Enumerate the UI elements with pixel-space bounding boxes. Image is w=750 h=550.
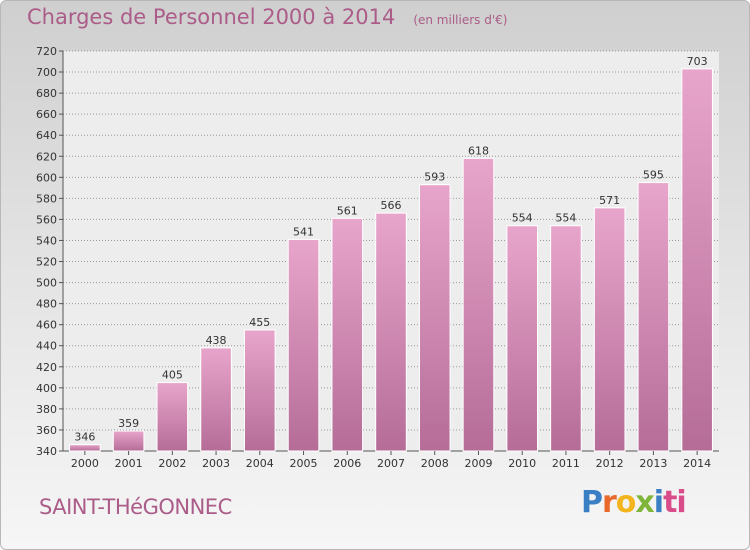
bar-value-label: 571 bbox=[599, 194, 620, 207]
y-tick-label: 340 bbox=[36, 445, 57, 458]
x-tick-label: 2014 bbox=[683, 457, 711, 470]
bar-value-label: 554 bbox=[512, 212, 533, 225]
y-tick-label: 620 bbox=[36, 150, 57, 163]
logo-letter: ti bbox=[663, 485, 687, 520]
bar-value-label: 438 bbox=[206, 334, 227, 347]
bar-value-label: 346 bbox=[74, 431, 95, 444]
y-tick-label: 560 bbox=[36, 213, 57, 226]
x-tick-label: 2004 bbox=[246, 457, 274, 470]
x-tick-label: 2000 bbox=[71, 457, 99, 470]
bar bbox=[550, 225, 582, 452]
y-tick-label: 540 bbox=[36, 234, 57, 247]
x-tick-label: 2008 bbox=[421, 457, 449, 470]
chart-title-text: Charges de Personnel 2000 à 2014 bbox=[27, 5, 396, 29]
x-tick-label: 2012 bbox=[596, 457, 624, 470]
y-tick-label: 720 bbox=[36, 45, 57, 58]
y-tick-label: 640 bbox=[36, 129, 57, 142]
bar bbox=[462, 157, 495, 452]
logo-letter: x bbox=[635, 485, 654, 520]
bar bbox=[375, 212, 407, 452]
y-tick-label: 360 bbox=[36, 424, 57, 437]
bar bbox=[69, 444, 101, 452]
x-tick-label: 2009 bbox=[464, 457, 492, 470]
x-tick-label: 2007 bbox=[377, 457, 405, 470]
y-tick-label: 500 bbox=[36, 277, 57, 290]
logo-letter: P bbox=[581, 485, 603, 520]
bar-value-label: 593 bbox=[424, 171, 445, 184]
y-tick-label: 520 bbox=[36, 256, 57, 269]
x-tick-label: 2001 bbox=[115, 457, 143, 470]
chart-subtitle: (en milliers d'€) bbox=[413, 13, 508, 27]
commune-name: SAINT-THéGONNEC bbox=[39, 495, 232, 519]
y-tick-label: 460 bbox=[36, 319, 57, 332]
x-tick-label: 2013 bbox=[639, 457, 667, 470]
bar bbox=[418, 184, 451, 452]
x-tick-label: 2002 bbox=[158, 457, 186, 470]
bar bbox=[681, 68, 713, 452]
x-tick-label: 2010 bbox=[508, 457, 536, 470]
bar-value-label: 554 bbox=[555, 212, 576, 225]
y-tick-label: 700 bbox=[36, 66, 57, 79]
logo-letter: o bbox=[615, 485, 637, 520]
x-tick-label: 2006 bbox=[333, 457, 361, 470]
bar-value-label: 561 bbox=[337, 204, 358, 217]
proxiti-logo: Proxiti bbox=[581, 485, 687, 520]
bar bbox=[156, 382, 189, 452]
bar-value-label: 541 bbox=[293, 225, 314, 238]
x-tick-label: 2011 bbox=[552, 457, 580, 470]
bar bbox=[243, 329, 276, 452]
bar bbox=[112, 430, 145, 452]
bar-value-label: 359 bbox=[118, 417, 139, 430]
y-tick-label: 400 bbox=[36, 382, 57, 395]
bar bbox=[331, 217, 364, 452]
bar bbox=[506, 225, 539, 452]
y-tick-label: 580 bbox=[36, 192, 57, 205]
logo-letter: i bbox=[653, 485, 664, 520]
y-tick-label: 380 bbox=[36, 403, 57, 416]
y-tick-label: 680 bbox=[36, 87, 57, 100]
bar-value-label: 455 bbox=[249, 316, 270, 329]
bar-value-label: 566 bbox=[381, 199, 402, 212]
chart-title: Charges de Personnel 2000 à 2014 (en mill… bbox=[27, 5, 507, 29]
bar bbox=[287, 238, 320, 452]
bar bbox=[637, 182, 670, 452]
bar bbox=[593, 207, 626, 452]
y-tick-label: 440 bbox=[36, 340, 57, 353]
logo-letter: r bbox=[602, 485, 617, 520]
x-tick-label: 2003 bbox=[202, 457, 230, 470]
x-tick-label: 2005 bbox=[290, 457, 318, 470]
y-tick-label: 600 bbox=[36, 171, 57, 184]
bar-value-label: 405 bbox=[162, 369, 183, 382]
bar bbox=[200, 347, 232, 452]
bar-value-label: 595 bbox=[643, 169, 664, 182]
y-tick-label: 660 bbox=[36, 108, 57, 121]
bar-value-label: 703 bbox=[687, 55, 708, 68]
y-tick-label: 420 bbox=[36, 361, 57, 374]
bar-value-label: 618 bbox=[468, 144, 489, 157]
y-tick-label: 480 bbox=[36, 298, 57, 311]
